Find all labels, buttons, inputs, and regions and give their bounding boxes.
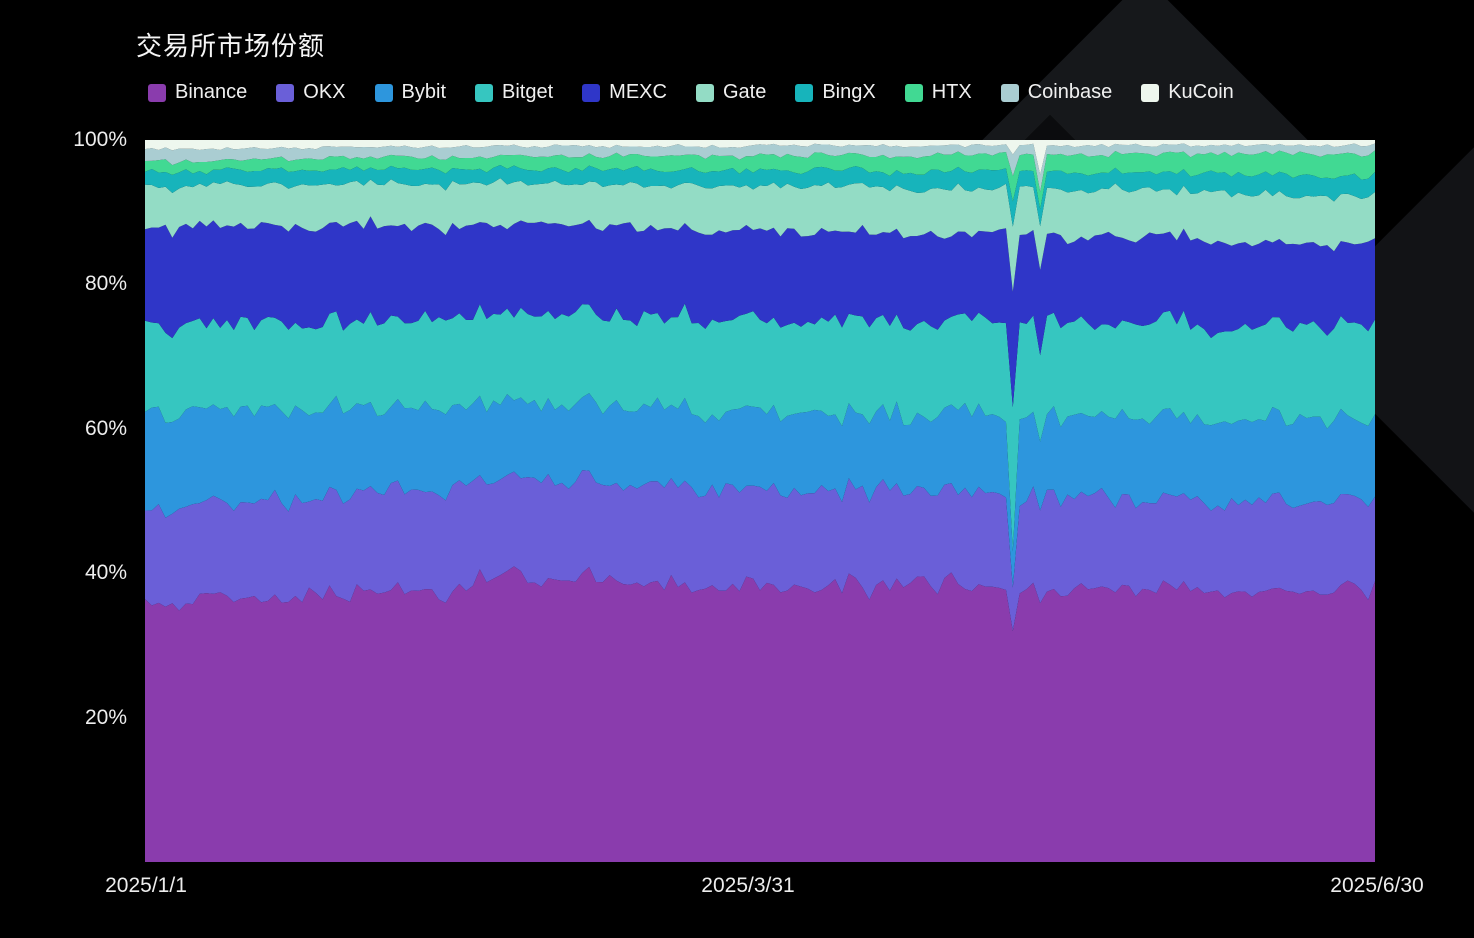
legend-item-binance[interactable]: Binance [148, 81, 247, 104]
legend-swatch-icon [582, 83, 601, 102]
area-series-bingx [145, 164, 1375, 227]
legend-item-kucoin[interactable]: KuCoin [1141, 81, 1234, 104]
legend-swatch-icon [1000, 83, 1019, 102]
area-series-bitget [145, 303, 1375, 552]
area-series-mexc [145, 216, 1375, 408]
legend-item-label: Gate [722, 81, 767, 103]
area-series-coinbase [145, 143, 1375, 192]
stacked-area-chart[interactable] [145, 140, 1375, 862]
legend-item-label: MEXC [609, 81, 667, 103]
legend-item-label: Bybit [401, 81, 446, 103]
legend-item-coinbase[interactable]: Coinbase [1000, 81, 1113, 104]
chart-title: 交易所市场份额 [136, 31, 326, 61]
x-axis-label-2: 2025/6/30 [1330, 874, 1424, 897]
legend-item-bitget[interactable]: Bitget [475, 81, 553, 104]
y-axis-label-100: 100% [73, 128, 127, 151]
legend-swatch-icon [148, 83, 166, 102]
legend-swatch-icon [695, 83, 714, 102]
legend-item-mexc[interactable]: MEXC [582, 81, 667, 104]
legend-item-label: OKX [303, 81, 346, 103]
y-axis-label-80: 80% [84, 272, 127, 296]
legend-item-bingx[interactable]: BingX [795, 81, 876, 104]
y-axis: 100% 80% 60% 40% 20% [0, 128, 127, 862]
legend-item-label: Bitget [502, 81, 554, 103]
area-series-bybit [145, 393, 1375, 588]
legend-item-label: Binance [175, 81, 248, 103]
legend-item-label: HTX [931, 81, 972, 103]
legend-swatch-icon [374, 83, 393, 102]
x-axis: 2025/1/1 2025/3/31 2025/6/30 [0, 874, 1474, 906]
legend-item-label: Coinbase [1027, 81, 1113, 103]
x-axis-label-0: 2025/1/1 [105, 874, 187, 897]
area-series-gate [145, 178, 1375, 292]
legend-item-label: KuCoin [1168, 81, 1234, 103]
legend-item-gate[interactable]: Gate [695, 81, 767, 104]
plot-area[interactable] [145, 140, 1375, 862]
legend-swatch-icon [276, 83, 295, 102]
legend-swatch-icon [904, 83, 923, 102]
x-axis-label-1: 2025/3/31 [701, 874, 795, 897]
area-series-binance [145, 566, 1375, 862]
y-axis-label-20: 20% [84, 705, 127, 729]
legend-swatch-icon [1141, 83, 1160, 102]
y-axis-label-40: 40% [84, 561, 127, 585]
area-series-okx [145, 470, 1375, 631]
legend-swatch-icon [795, 83, 814, 102]
area-series-htx [145, 150, 1375, 210]
legend-item-bybit[interactable]: Bybit [374, 81, 446, 104]
y-axis-label-60: 60% [84, 416, 127, 440]
legend-swatch-icon [475, 83, 493, 102]
legend: Binance OKX Bybit Bitget MEXC Gate BingX HTX Coi… [148, 81, 1234, 104]
area-series-kucoin [145, 140, 1375, 175]
legend-item-label: BingX [822, 81, 876, 103]
legend-item-htx[interactable]: HTX [904, 81, 972, 104]
legend-item-okx[interactable]: OKX [276, 81, 346, 104]
